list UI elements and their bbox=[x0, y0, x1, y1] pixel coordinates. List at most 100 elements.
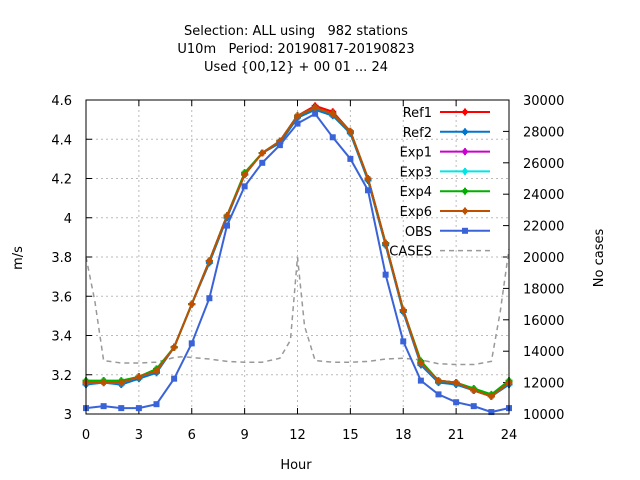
x-tick-label: 3 bbox=[135, 428, 143, 443]
marker-core bbox=[462, 189, 468, 194]
legend-item: Ref1 bbox=[403, 106, 490, 121]
data-point bbox=[118, 405, 125, 412]
legend-label: Exp4 bbox=[400, 185, 432, 200]
data-point bbox=[329, 110, 337, 118]
data-point bbox=[452, 379, 460, 387]
y-tick-label: 4.4 bbox=[51, 133, 72, 148]
x-tick-label: 18 bbox=[395, 428, 412, 443]
data-point bbox=[276, 142, 283, 149]
y-axis-label: m/s bbox=[11, 246, 26, 270]
data-point bbox=[488, 409, 495, 416]
legend-marker bbox=[462, 227, 468, 234]
y2-tick-label: 10000 bbox=[523, 408, 564, 423]
legend-item: CASES bbox=[389, 245, 490, 260]
data-point bbox=[329, 134, 336, 141]
data-point bbox=[312, 110, 319, 117]
data-point bbox=[100, 379, 108, 387]
marker-core bbox=[489, 394, 494, 399]
chart-title-line-1: Selection: ALL using 982 stations bbox=[184, 24, 408, 39]
data-point bbox=[435, 391, 442, 398]
x-tick-label: 0 bbox=[82, 428, 90, 443]
data-point bbox=[135, 373, 143, 381]
data-point bbox=[205, 257, 213, 265]
marker-core bbox=[453, 380, 459, 385]
legend-label: Exp6 bbox=[400, 205, 432, 220]
data-point bbox=[382, 271, 389, 278]
data-point bbox=[153, 367, 160, 375]
y-tick-label: 3.4 bbox=[51, 330, 72, 345]
legend-marker bbox=[461, 167, 469, 175]
legend-marker bbox=[461, 128, 469, 136]
marker-core bbox=[348, 129, 353, 134]
y-tick-label: 4.6 bbox=[51, 94, 72, 109]
marker-core bbox=[295, 113, 300, 118]
data-point bbox=[241, 171, 249, 179]
legend-marker bbox=[461, 207, 469, 215]
y2-tick-label: 26000 bbox=[523, 157, 564, 172]
data-point bbox=[153, 401, 160, 408]
marker-core bbox=[401, 307, 406, 313]
data-point bbox=[135, 405, 142, 412]
y2-tick-label: 22000 bbox=[523, 220, 564, 235]
data-point bbox=[188, 300, 196, 308]
marker-core bbox=[365, 176, 371, 181]
data-point bbox=[346, 127, 354, 135]
data-point bbox=[294, 120, 301, 127]
legend-item: Exp1 bbox=[400, 146, 490, 161]
x-tick-label: 6 bbox=[188, 428, 196, 443]
x-tick-label: 24 bbox=[501, 428, 518, 443]
marker-core bbox=[189, 301, 194, 307]
y2-tick-label: 20000 bbox=[523, 251, 564, 266]
data-point bbox=[171, 375, 178, 382]
x-axis-label: Hour bbox=[280, 458, 312, 473]
y-tick-label: 3.6 bbox=[51, 290, 72, 305]
data-point bbox=[417, 359, 425, 367]
marker-core bbox=[171, 345, 177, 350]
legend-item: Exp6 bbox=[400, 205, 490, 220]
marker-core bbox=[462, 169, 468, 174]
legend-marker bbox=[461, 148, 469, 156]
x-tick-label: 15 bbox=[342, 428, 359, 443]
cases-series-line bbox=[85, 249, 510, 366]
data-point bbox=[399, 306, 407, 314]
marker-core bbox=[383, 241, 388, 246]
marker-core bbox=[277, 139, 283, 144]
legend-label: OBS bbox=[405, 225, 432, 240]
data-point bbox=[487, 392, 495, 400]
data-point bbox=[241, 183, 248, 190]
data-point bbox=[259, 159, 266, 166]
data-point bbox=[100, 403, 107, 410]
marker-core bbox=[418, 360, 424, 366]
data-point bbox=[347, 155, 354, 162]
marker-core bbox=[119, 380, 124, 385]
data-point bbox=[364, 175, 372, 182]
data-point bbox=[170, 343, 178, 351]
data-point bbox=[470, 403, 477, 410]
data-point bbox=[206, 295, 213, 302]
legend-label: Ref2 bbox=[403, 126, 432, 141]
marker-core bbox=[136, 374, 142, 379]
data-point bbox=[311, 104, 319, 112]
data-point bbox=[294, 112, 301, 120]
data-point bbox=[470, 386, 478, 394]
marker-core bbox=[224, 213, 230, 218]
y2-axis-ticks: 10000 12000 14000 16000 18000 20000 22000 24000… bbox=[503, 94, 564, 423]
x-tick-label: 21 bbox=[448, 428, 465, 443]
legend: Ref1 Ref2 Exp1 Exp3 Exp4 Exp6 OBS CASES bbox=[389, 106, 490, 260]
data-point bbox=[258, 149, 266, 157]
plot-frame bbox=[85, 99, 510, 415]
marker-core bbox=[312, 105, 318, 111]
data-point bbox=[435, 377, 442, 385]
chart-title-line-2: U10m Period: 20190817-20190823 bbox=[177, 42, 414, 57]
data-point bbox=[453, 399, 460, 406]
y-tick-label: 4 bbox=[64, 212, 72, 227]
data-point bbox=[365, 187, 371, 194]
marker-core bbox=[260, 150, 265, 156]
legend-label: Exp1 bbox=[400, 146, 432, 161]
y-tick-label: 3.8 bbox=[51, 251, 72, 266]
marker-core bbox=[462, 129, 468, 134]
series-obs bbox=[83, 110, 512, 416]
cases-layer bbox=[85, 249, 510, 366]
